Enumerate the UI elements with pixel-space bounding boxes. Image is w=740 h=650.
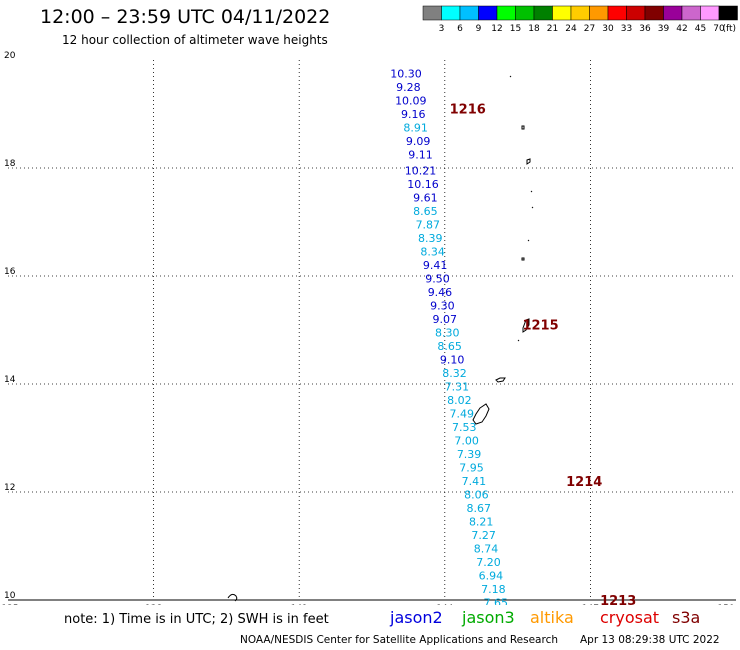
colorbar-label: 15: [510, 24, 521, 34]
island-coastline: [521, 257, 525, 261]
y-tick-label: 12: [4, 483, 15, 493]
colorbar-swatch: [718, 5, 738, 21]
swh-value: 8.32: [442, 367, 467, 380]
credit-line: NOAA/NESDIS Center for Satellite Applica…: [240, 634, 558, 646]
swh-value: 8.74: [474, 543, 499, 556]
swh-value: 10.09: [395, 95, 427, 108]
colorbar-label: 9: [476, 24, 482, 34]
generated-timestamp: Apr 13 08:29:38 UTC 2022: [580, 634, 720, 646]
swh-value: 9.50: [425, 273, 450, 286]
island-coastline: [521, 125, 525, 130]
x-tick-label: 141: [291, 604, 308, 605]
y-tick-label: 20: [4, 51, 16, 61]
colorbar-label: 45: [695, 24, 706, 34]
swh-value: 8.91: [403, 122, 428, 135]
swh-value: 8.67: [467, 502, 492, 515]
swh-value: 7.31: [445, 381, 470, 394]
x-tick-label: 138: [145, 604, 162, 605]
swh-value: 7.53: [452, 421, 477, 434]
swh-value: 6.94: [479, 570, 504, 583]
island-coastline: [531, 206, 534, 209]
swh-value: 7.49: [450, 408, 475, 421]
y-tick-label: 10: [4, 591, 16, 601]
map-subtitle: 12 hour collection of altimeter wave hei…: [62, 33, 328, 47]
colorbar-label: 42: [676, 24, 687, 34]
y-tick-label: 18: [4, 159, 16, 169]
x-tick-label: 147: [582, 604, 599, 605]
map-title: 12:00 – 23:59 UTC 04/11/2022: [40, 6, 331, 28]
colorbar-label: 21: [547, 24, 558, 34]
colorbar-unit: (ft): [722, 24, 736, 34]
swh-value: 7.18: [481, 583, 506, 596]
island-coastline: [522, 318, 530, 333]
y-tick-label: 16: [4, 267, 16, 277]
x-tick-label: 135: [1, 604, 18, 605]
swh-value: 8.06: [464, 489, 489, 502]
swh-value: 9.11: [408, 149, 433, 162]
swh-value: 8.21: [469, 516, 494, 529]
colorbar-label: 18: [528, 24, 540, 34]
swh-value: 8.30: [435, 327, 460, 340]
swh-value: 7.41: [462, 475, 487, 488]
altimeter-map: 13513814114414715020181614121010.309.281…: [1, 51, 736, 605]
swh-value: 8.65: [437, 340, 462, 353]
swh-value: 7.65: [484, 597, 509, 605]
satellite-jason3: jason3: [462, 608, 515, 627]
island-coastline: [495, 377, 506, 383]
swh-value: 8.65: [413, 205, 438, 218]
island-coastline: [227, 593, 238, 602]
pass-time-label: 1213: [600, 594, 636, 605]
swh-value: 9.41: [423, 259, 448, 272]
swh-value: 9.10: [440, 354, 465, 367]
swh-value: 8.39: [418, 232, 443, 245]
island-coastline: [517, 339, 520, 342]
colorbar-label: 33: [621, 24, 632, 34]
swh-value: 10.21: [405, 165, 437, 178]
swh-value: 7.00: [454, 435, 479, 448]
pass-time-label: 1215: [522, 319, 558, 334]
swh-value: 8.34: [420, 246, 445, 259]
swh-value: 9.09: [406, 135, 431, 148]
colorbar-label: 6: [457, 24, 463, 34]
swh-value: 9.28: [396, 81, 421, 94]
island-coastline: [526, 158, 531, 165]
colorbar-label: 3: [439, 24, 445, 34]
colorbar-label: 27: [584, 24, 595, 34]
swh-value: 7.20: [476, 556, 501, 569]
swh-value: 8.02: [447, 394, 472, 407]
island-coastline: [509, 75, 512, 78]
swh-value: 10.16: [407, 178, 439, 191]
wave-height-colorbar: 3 6 9 12 15 18 21 24 27 30 33 36 39 42 45 70(ft): [422, 5, 738, 34]
pass-time-label: 1214: [566, 475, 602, 490]
colorbar-label: 36: [639, 24, 651, 34]
x-tick-label: 150: [717, 604, 734, 605]
colorbar-label: 70: [713, 24, 725, 34]
x-tick-label: 144: [436, 604, 453, 605]
satellite-jason2: jason2: [390, 608, 443, 627]
island-coastline: [527, 239, 530, 242]
pass-time-label: 1216: [450, 103, 486, 118]
satellite-altika: altika: [530, 608, 574, 627]
colorbar-label: 30: [602, 24, 614, 34]
island-coastline: [472, 403, 490, 425]
colorbar-label: 24: [565, 24, 577, 34]
y-tick-label: 14: [4, 375, 16, 385]
swh-value: 9.46: [428, 286, 453, 299]
satellite-s3a: s3a: [672, 608, 701, 627]
swh-value: 9.30: [430, 300, 455, 313]
swh-value: 7.39: [457, 448, 482, 461]
swh-value: 9.61: [413, 192, 438, 205]
swh-value: 9.07: [433, 313, 458, 326]
island-outlines: [227, 75, 534, 602]
footer-note: note: 1) Time is in UTC; 2) SWH is in fe…: [64, 612, 329, 627]
swh-value: 7.95: [459, 462, 484, 475]
swh-value: 10.30: [390, 68, 422, 81]
colorbar-label: 39: [658, 24, 670, 34]
swh-value: 7.87: [416, 219, 441, 232]
swh-value: 9.16: [401, 108, 426, 121]
colorbar-label: 12: [491, 24, 502, 34]
satellite-cryosat: cryosat: [600, 608, 660, 627]
swh-value: 7.27: [471, 529, 496, 542]
island-coastline: [530, 190, 533, 193]
